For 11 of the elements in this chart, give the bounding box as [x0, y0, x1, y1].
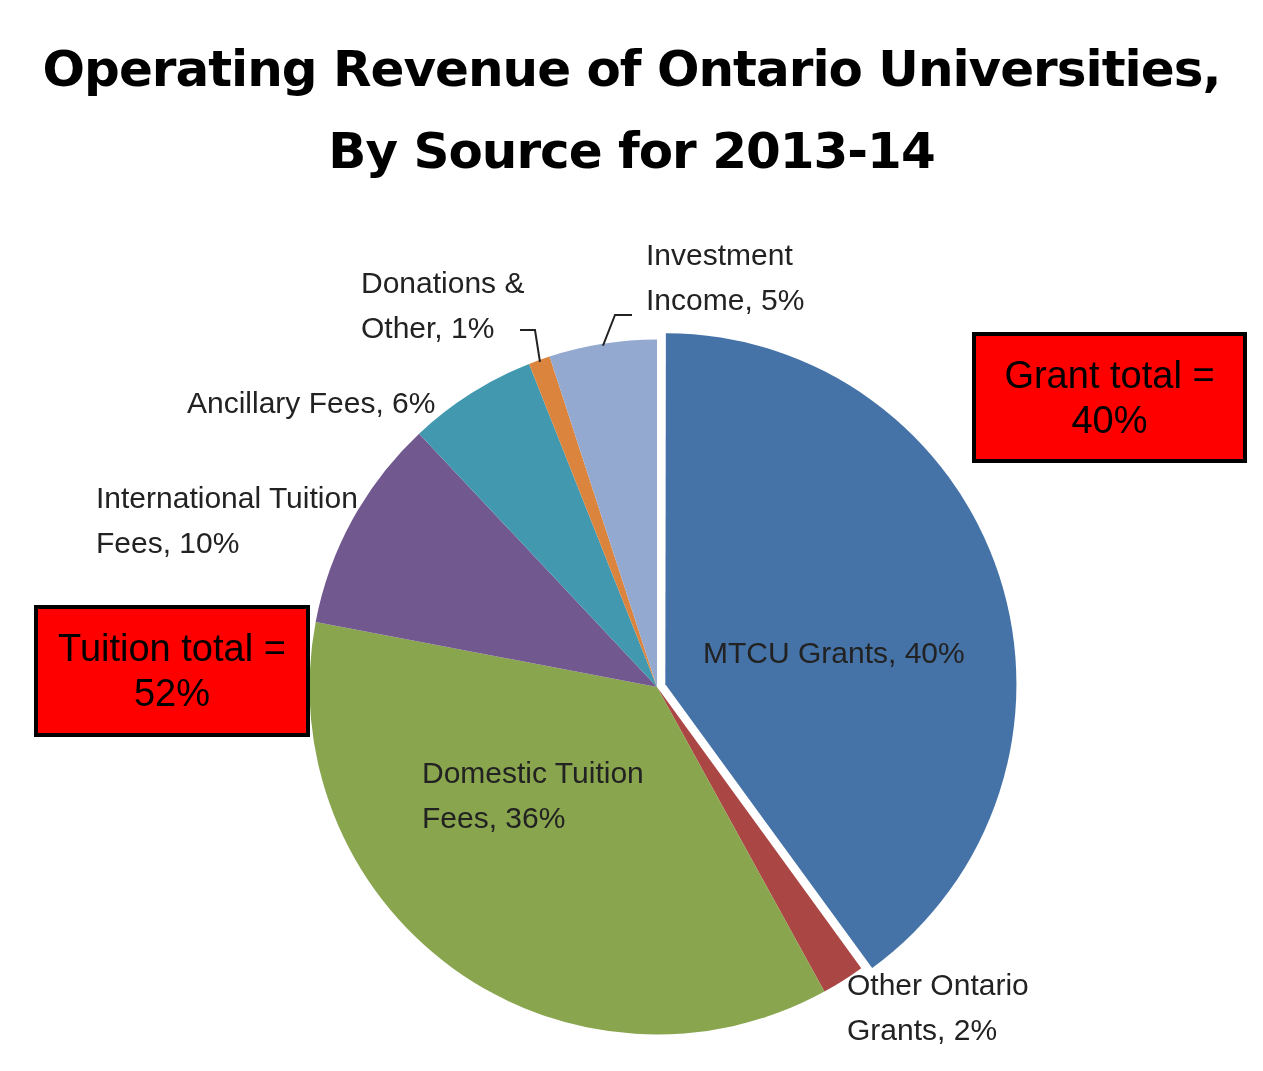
slice-label: Other Ontario Grants, 2%	[847, 968, 1029, 1047]
text: Tuition total = 52%	[34, 605, 310, 737]
slice-label: International Tuition Fees, 10%	[96, 481, 358, 560]
text: Grant total =	[1004, 353, 1215, 396]
slice-label: Donations & Other, 1%	[361, 266, 525, 345]
slice-label: Domestic Tuition Fees, 36%	[422, 756, 644, 835]
slice-label: MTCU Grants, 40%	[703, 636, 965, 670]
chart-title: Operating Revenue of Ontario Universities, By Source for 2013-14	[41, 39, 1222, 182]
slice-label: Investment Income, 5%	[646, 238, 805, 317]
slice-label: Ancillary Fees, 6%	[187, 386, 436, 420]
data-label: 40%	[1071, 398, 1148, 441]
